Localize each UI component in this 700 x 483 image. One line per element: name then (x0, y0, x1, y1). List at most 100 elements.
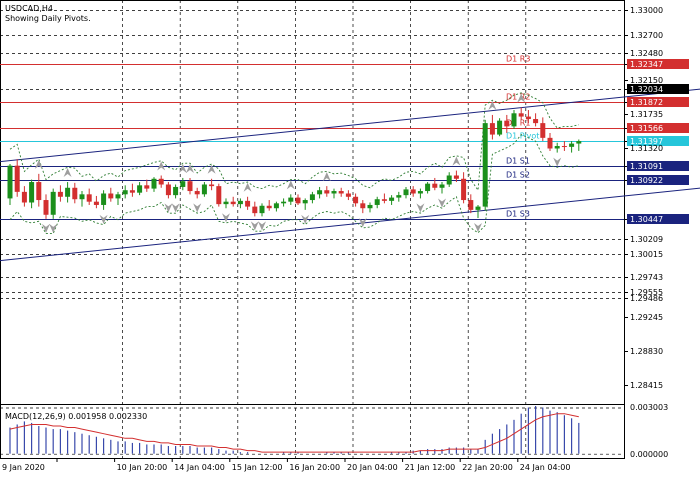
candle (439, 182, 445, 194)
fractal-down-arrow (222, 213, 230, 223)
macd-tick-label: 0.000000 (630, 450, 668, 459)
price-tag-label: 1.31872 (630, 98, 663, 107)
candle-body (266, 205, 272, 209)
fractal-up-arrow (286, 180, 295, 190)
fractal-down-arrow (416, 203, 425, 213)
chart-frame (0, 0, 625, 459)
price-tag (627, 123, 689, 133)
candle-body (439, 184, 445, 188)
fractal-down-arrow (42, 223, 50, 233)
candle-body (367, 204, 373, 209)
candle-body (446, 175, 452, 185)
candle-body (518, 113, 524, 117)
candle-body (259, 205, 265, 214)
candle-body (144, 185, 150, 189)
candle (7, 164, 13, 205)
candle (425, 182, 431, 194)
candle-body (497, 120, 503, 135)
price-tag-label: 1.31091 (630, 162, 663, 171)
candle-body (295, 197, 301, 204)
candle-body (14, 165, 20, 192)
time-label: 15 Jan 12:00 (232, 463, 283, 472)
symbol-title: USDCAD,H4 (5, 4, 53, 13)
price-tick-label: 1.31735 (630, 110, 663, 119)
time-label: 9 Jan 2020 (2, 463, 45, 472)
candle-body (396, 195, 402, 198)
price-tag (627, 59, 689, 69)
fractal-up-arrow (34, 159, 43, 169)
fractal-up-arrow (517, 93, 526, 103)
candle (338, 187, 344, 197)
fractal-down-arrow (358, 218, 367, 228)
price-tick-label: 1.29555 (630, 288, 663, 297)
candle (86, 188, 92, 205)
candle (367, 202, 373, 213)
candle (165, 182, 171, 199)
candle-body (425, 183, 431, 192)
macd-label: MACD(12,26,9) 0.001958 0.002330 (5, 412, 148, 421)
candle-body (79, 194, 85, 200)
candle (14, 159, 20, 197)
candle (360, 200, 366, 214)
fractal-up-arrow (63, 168, 72, 178)
fractal-down-arrow (99, 214, 108, 224)
price-axis: 1.33000 1.32700 1.32480 1.32347 1.321501.320… (624, 6, 689, 459)
pivot-label: D1 S1 (506, 157, 530, 166)
candle-body (201, 184, 207, 195)
fractal-down-arrow (164, 203, 173, 213)
candles (7, 107, 582, 219)
fractal-down-arrow (258, 221, 266, 231)
price-tick-label: 1.29245 (630, 313, 663, 322)
time-label: 16 Jan 20:00 (289, 463, 340, 472)
candle-body (331, 191, 337, 194)
price-tag-label: 1.32034 (630, 85, 663, 94)
fractal-down-arrow (553, 157, 562, 167)
time-axis: 9 Jan 2020 10 Jan 20:00 14 Jan 04:00 15 Jan… (2, 458, 570, 472)
price-tick-label: 1.28415 (630, 381, 663, 390)
price-tick-label: 1.31320 (630, 144, 663, 153)
candle-body (482, 123, 488, 207)
candle-body (252, 206, 258, 214)
candle (331, 188, 337, 199)
candle (547, 132, 553, 151)
candle (403, 186, 409, 199)
fractal-up-arrow (186, 163, 194, 173)
candle (482, 119, 488, 211)
pivot-label: D1 Pivot (506, 132, 539, 141)
candle-body (309, 194, 315, 201)
time-label: 20 Jan 04:00 (347, 463, 398, 472)
candle (432, 177, 438, 191)
candle-body (101, 193, 107, 205)
candle-body (122, 190, 128, 195)
candle-body (50, 191, 56, 215)
price-tick-label: 1.32480 (630, 49, 663, 58)
candle-body (540, 123, 546, 138)
candle-body (576, 141, 582, 144)
candle (446, 172, 452, 187)
candle-body (72, 187, 78, 200)
candle-body (461, 178, 467, 201)
pivot-label: D1 S2 (506, 171, 530, 180)
candle-body (65, 187, 71, 197)
candle (65, 182, 71, 203)
price-tick-label: 1.30209 (630, 235, 663, 244)
fractal-up-arrow (157, 161, 166, 171)
candle (216, 183, 222, 207)
candle-body (137, 185, 143, 193)
fractal-up-arrow (178, 163, 187, 173)
envelope-bands (9, 92, 579, 235)
candle-body (504, 120, 510, 127)
candle (57, 185, 63, 202)
price-tag (627, 136, 689, 146)
candle-body (281, 201, 287, 204)
candle (259, 203, 265, 217)
horizontal-levels (0, 10, 624, 299)
candle (187, 177, 193, 195)
price-tag (627, 175, 689, 185)
candle (374, 196, 380, 209)
candle-body (209, 184, 215, 187)
candle-body (338, 191, 344, 194)
candle-body (561, 146, 567, 148)
